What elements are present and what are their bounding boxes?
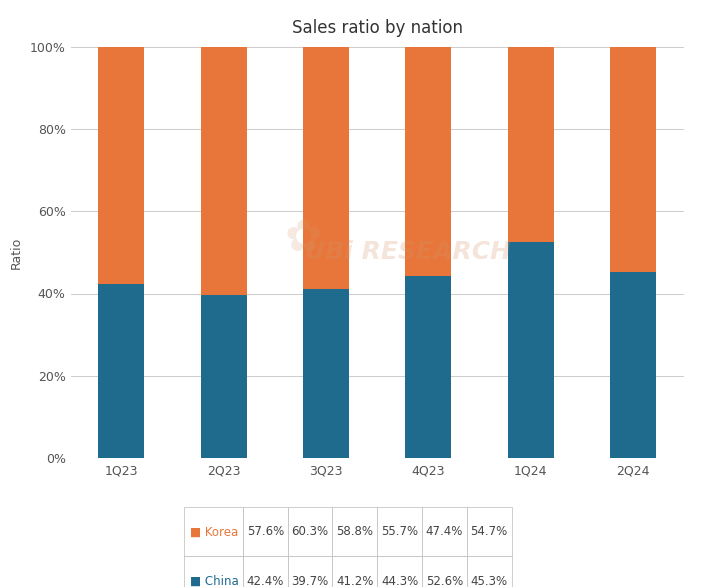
Y-axis label: Ratio: Ratio	[10, 237, 23, 268]
Bar	[405, 276, 451, 458]
Title: Sales ratio by nation: Sales ratio by nation	[292, 19, 462, 37]
Bar	[610, 272, 656, 458]
Bar	[508, 47, 553, 242]
Bar	[405, 47, 451, 276]
Bar	[303, 47, 349, 289]
Bar	[201, 47, 247, 295]
Bar	[610, 47, 656, 272]
Bar	[99, 284, 145, 458]
Bar	[99, 47, 145, 284]
Text: UBi RESEARCH: UBi RESEARCH	[305, 241, 511, 264]
Bar	[508, 242, 553, 458]
Bar	[201, 295, 247, 458]
Text: ✿: ✿	[285, 217, 322, 259]
Bar	[303, 289, 349, 458]
